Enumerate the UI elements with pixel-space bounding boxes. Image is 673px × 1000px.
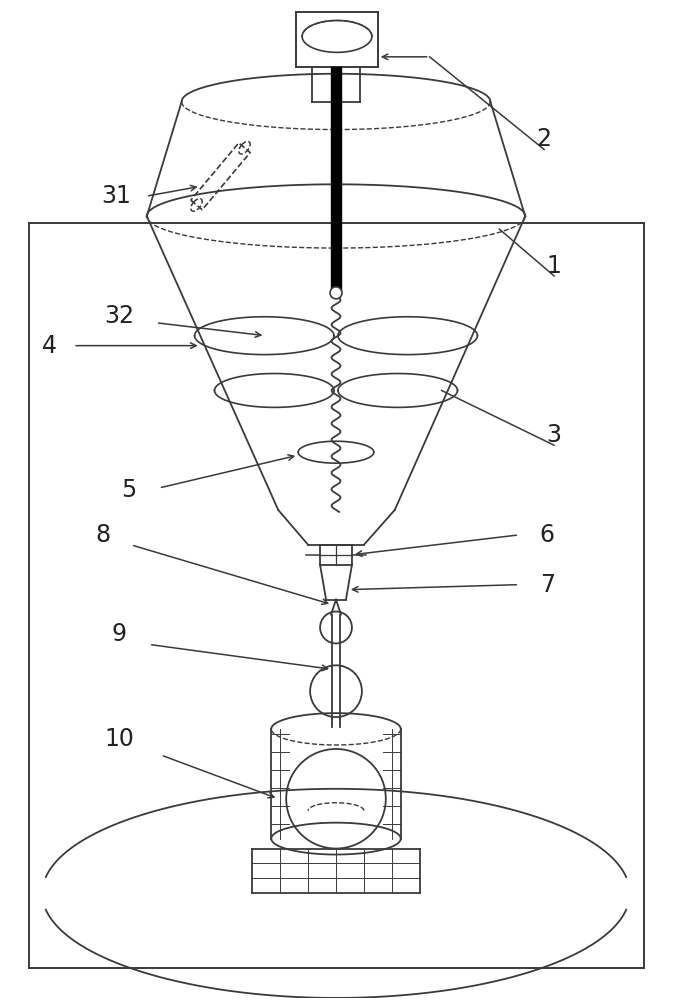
- Text: 10: 10: [104, 727, 134, 751]
- Text: 4: 4: [42, 334, 57, 358]
- Text: 31: 31: [101, 184, 131, 208]
- Text: 3: 3: [546, 423, 561, 447]
- Text: 8: 8: [96, 523, 110, 547]
- Bar: [320, 545, 352, 565]
- Text: 5: 5: [121, 478, 137, 502]
- Text: 6: 6: [540, 523, 555, 547]
- Text: 9: 9: [112, 622, 127, 646]
- Text: 32: 32: [104, 304, 134, 328]
- Circle shape: [330, 287, 342, 299]
- Text: 7: 7: [540, 573, 555, 597]
- Text: 2: 2: [536, 127, 552, 151]
- Text: 1: 1: [546, 254, 561, 278]
